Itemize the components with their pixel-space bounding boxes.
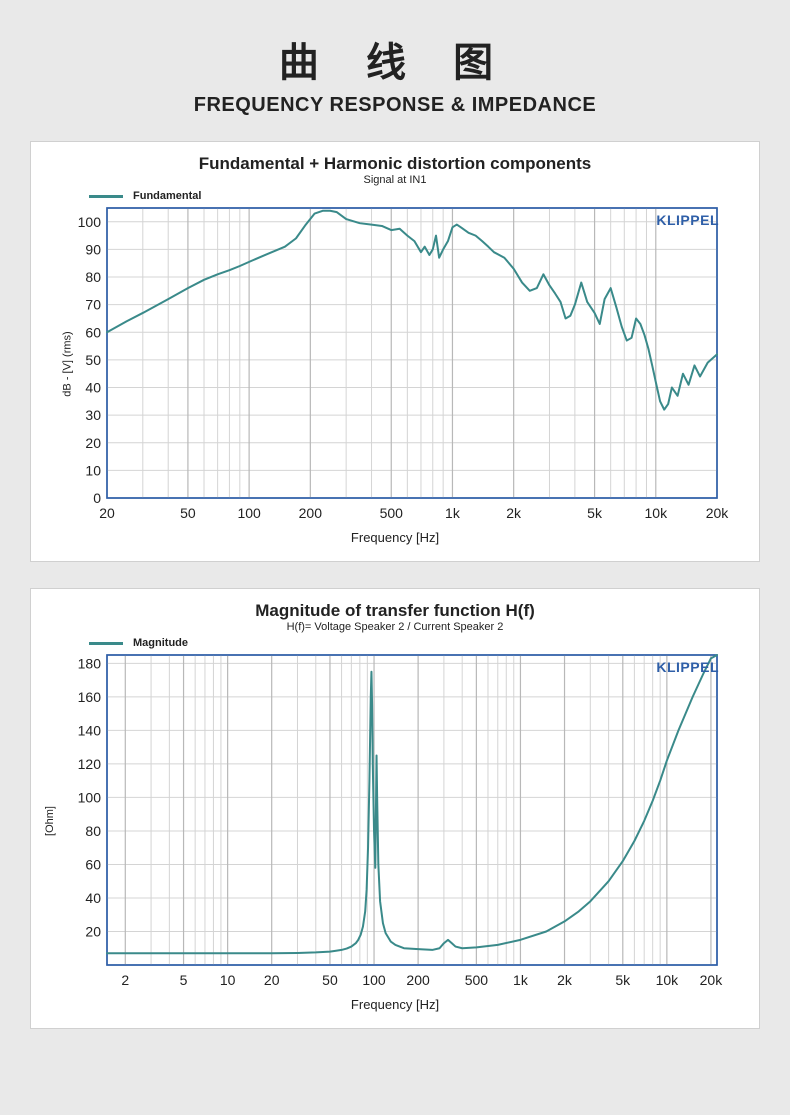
- svg-text:100: 100: [78, 789, 102, 805]
- chart1-legend: Fundamental: [89, 190, 741, 202]
- svg-text:5k: 5k: [587, 505, 603, 521]
- svg-text:500: 500: [380, 505, 404, 521]
- svg-text:20k: 20k: [706, 505, 730, 521]
- header-title-en: FREQUENCY RESPONSE & IMPEDANCE: [30, 94, 760, 117]
- legend-swatch-icon: [89, 195, 123, 198]
- svg-text:1k: 1k: [445, 505, 461, 521]
- svg-text:500: 500: [465, 972, 489, 988]
- page-header: 曲 线 图 FREQUENCY RESPONSE & IMPEDANCE: [30, 30, 760, 117]
- svg-text:1k: 1k: [513, 972, 529, 988]
- chart2-legend-label: Magnitude: [133, 637, 188, 649]
- svg-text:100: 100: [362, 972, 386, 988]
- chart1-plot: dB - [V] (rms) 0 10 20 30 40 50 60 70 80 90 100 20 5…: [49, 204, 741, 524]
- svg-text:50: 50: [322, 972, 338, 988]
- svg-text:120: 120: [78, 756, 102, 772]
- chart1-watermark: KLIPPEL: [656, 212, 719, 228]
- chart2-svg: 20 40 60 80 100 120 140 160 180 2 5 10 20 50 100 200 500…: [49, 651, 741, 991]
- chart1-subtitle: Signal at IN1: [49, 174, 741, 186]
- svg-text:80: 80: [85, 823, 101, 839]
- svg-text:90: 90: [85, 241, 101, 257]
- svg-text:10: 10: [85, 462, 101, 478]
- svg-text:2k: 2k: [557, 972, 573, 988]
- svg-text:50: 50: [180, 505, 196, 521]
- svg-text:10: 10: [220, 972, 236, 988]
- chart2-ylabel: [Ohm]: [44, 806, 56, 836]
- svg-text:50: 50: [85, 352, 101, 368]
- svg-text:20k: 20k: [700, 972, 724, 988]
- header-title-cn: 曲 线 图: [30, 30, 760, 88]
- svg-text:200: 200: [299, 505, 323, 521]
- svg-text:60: 60: [85, 324, 101, 340]
- chart2-title: Magnitude of transfer function H(f): [49, 601, 741, 621]
- chart-panel-frequency-response: Fundamental + Harmonic distortion compon…: [30, 141, 760, 562]
- chart-panel-impedance: Magnitude of transfer function H(f) H(f)…: [30, 588, 760, 1029]
- svg-text:2: 2: [121, 972, 129, 988]
- svg-text:0: 0: [93, 490, 101, 506]
- chart2-xlabel: Frequency [Hz]: [49, 997, 741, 1012]
- svg-text:5: 5: [180, 972, 188, 988]
- svg-text:180: 180: [78, 655, 102, 671]
- chart2-watermark: KLIPPEL: [656, 659, 719, 675]
- chart1-svg: 0 10 20 30 40 50 60 70 80 90 100 20 50 100 200 500 1k 2k 5…: [49, 204, 741, 524]
- chart1-xlabel: Frequency [Hz]: [49, 530, 741, 545]
- svg-text:20: 20: [264, 972, 280, 988]
- chart2-plot: [Ohm] 2040608010012014016018025102050100…: [49, 651, 741, 991]
- svg-text:30: 30: [85, 407, 101, 423]
- svg-text:200: 200: [406, 972, 430, 988]
- chart2-legend: Magnitude: [89, 637, 741, 649]
- svg-text:100: 100: [237, 505, 261, 521]
- svg-text:20: 20: [85, 923, 101, 939]
- svg-text:40: 40: [85, 380, 101, 396]
- svg-text:60: 60: [85, 856, 101, 872]
- svg-text:20: 20: [99, 505, 115, 521]
- chart1-ylabel: dB - [V] (rms): [62, 331, 74, 396]
- chart1-title: Fundamental + Harmonic distortion compon…: [49, 154, 741, 174]
- svg-text:80: 80: [85, 269, 101, 285]
- svg-text:5k: 5k: [615, 972, 631, 988]
- chart2-subtitle: H(f)= Voltage Speaker 2 / Current Speake…: [49, 621, 741, 633]
- svg-text:10k: 10k: [656, 972, 680, 988]
- svg-text:2k: 2k: [506, 505, 522, 521]
- svg-text:20: 20: [85, 435, 101, 451]
- svg-text:160: 160: [78, 689, 102, 705]
- chart1-legend-label: Fundamental: [133, 190, 201, 202]
- legend-swatch-icon: [89, 642, 123, 645]
- svg-text:100: 100: [78, 214, 102, 230]
- svg-text:140: 140: [78, 722, 102, 738]
- svg-text:40: 40: [85, 890, 101, 906]
- svg-text:10k: 10k: [645, 505, 669, 521]
- svg-text:70: 70: [85, 297, 101, 313]
